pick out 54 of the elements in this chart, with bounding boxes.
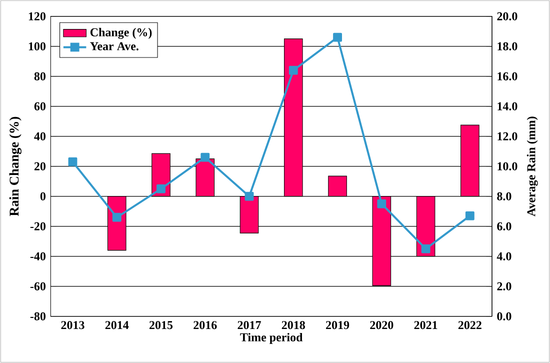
x-axis-title: Time period (240, 332, 303, 344)
point (421, 244, 430, 254)
point (68, 157, 78, 166)
y-tick-label: 60 (34, 102, 46, 110)
x-tick-label: 2020 (370, 321, 394, 330)
point (288, 66, 298, 75)
point (465, 211, 474, 220)
x-tick-label: 2022 (458, 321, 482, 330)
y2-tick-label: 12.0 (498, 132, 518, 140)
y-tick-label: -40 (30, 252, 46, 260)
y2-tick-label: 6.0 (497, 222, 512, 230)
y2-tick-label: 20.0 (497, 12, 518, 20)
y2-tick-label: 4.0 (496, 252, 512, 260)
point (377, 199, 386, 208)
y-tick-label: 20 (34, 162, 46, 170)
y2-tick-label: 14.0 (498, 102, 518, 110)
x-tick-label: 2016 (194, 321, 217, 330)
x-tick-label: 2021 (414, 321, 438, 330)
x-tick-label: 2017 (238, 321, 261, 330)
legend-label: Year Ave. (90, 42, 138, 50)
y-tick-label: -20 (30, 222, 46, 230)
bar (416, 196, 436, 257)
y-tick-label: 80 (34, 72, 46, 80)
y-tick-label: 0 (40, 192, 46, 200)
x-tick-label: 2018 (282, 321, 305, 330)
x-tick-label: 2013 (61, 321, 84, 330)
y2-tick-label: 10.0 (498, 162, 518, 170)
y2-tick-label: 8.0 (497, 192, 512, 200)
x-tick-label: 2014 (105, 321, 129, 330)
x-tick-label: 2019 (326, 321, 350, 330)
y2-tick-label: 18.0 (498, 42, 518, 50)
y2-tick-label: 0.0 (497, 312, 512, 320)
y-tick-label: 120 (28, 12, 46, 20)
x-tick-label: 2015 (150, 321, 173, 330)
y2-tick-label: 2.0 (497, 282, 512, 290)
y-tick-label: 100 (28, 42, 46, 50)
bar (240, 196, 259, 234)
bar (196, 158, 215, 197)
y-tick-label: -60 (30, 282, 46, 290)
y2-axis-title: Average Rain (mm) (526, 116, 538, 216)
bar (328, 176, 347, 197)
point (156, 184, 166, 194)
y-tick-label: -80 (30, 312, 46, 320)
bar (284, 38, 303, 197)
point (200, 152, 210, 162)
bar (372, 196, 392, 286)
y-axis-title: Rain Change (%) (9, 116, 22, 216)
point (333, 32, 342, 42)
point (112, 212, 122, 222)
legend-label: Change (%) (90, 28, 152, 39)
bar (460, 124, 480, 197)
y2-tick-label: 16.0 (498, 72, 518, 80)
y-tick-label: 40 (34, 132, 46, 140)
point (244, 192, 254, 201)
